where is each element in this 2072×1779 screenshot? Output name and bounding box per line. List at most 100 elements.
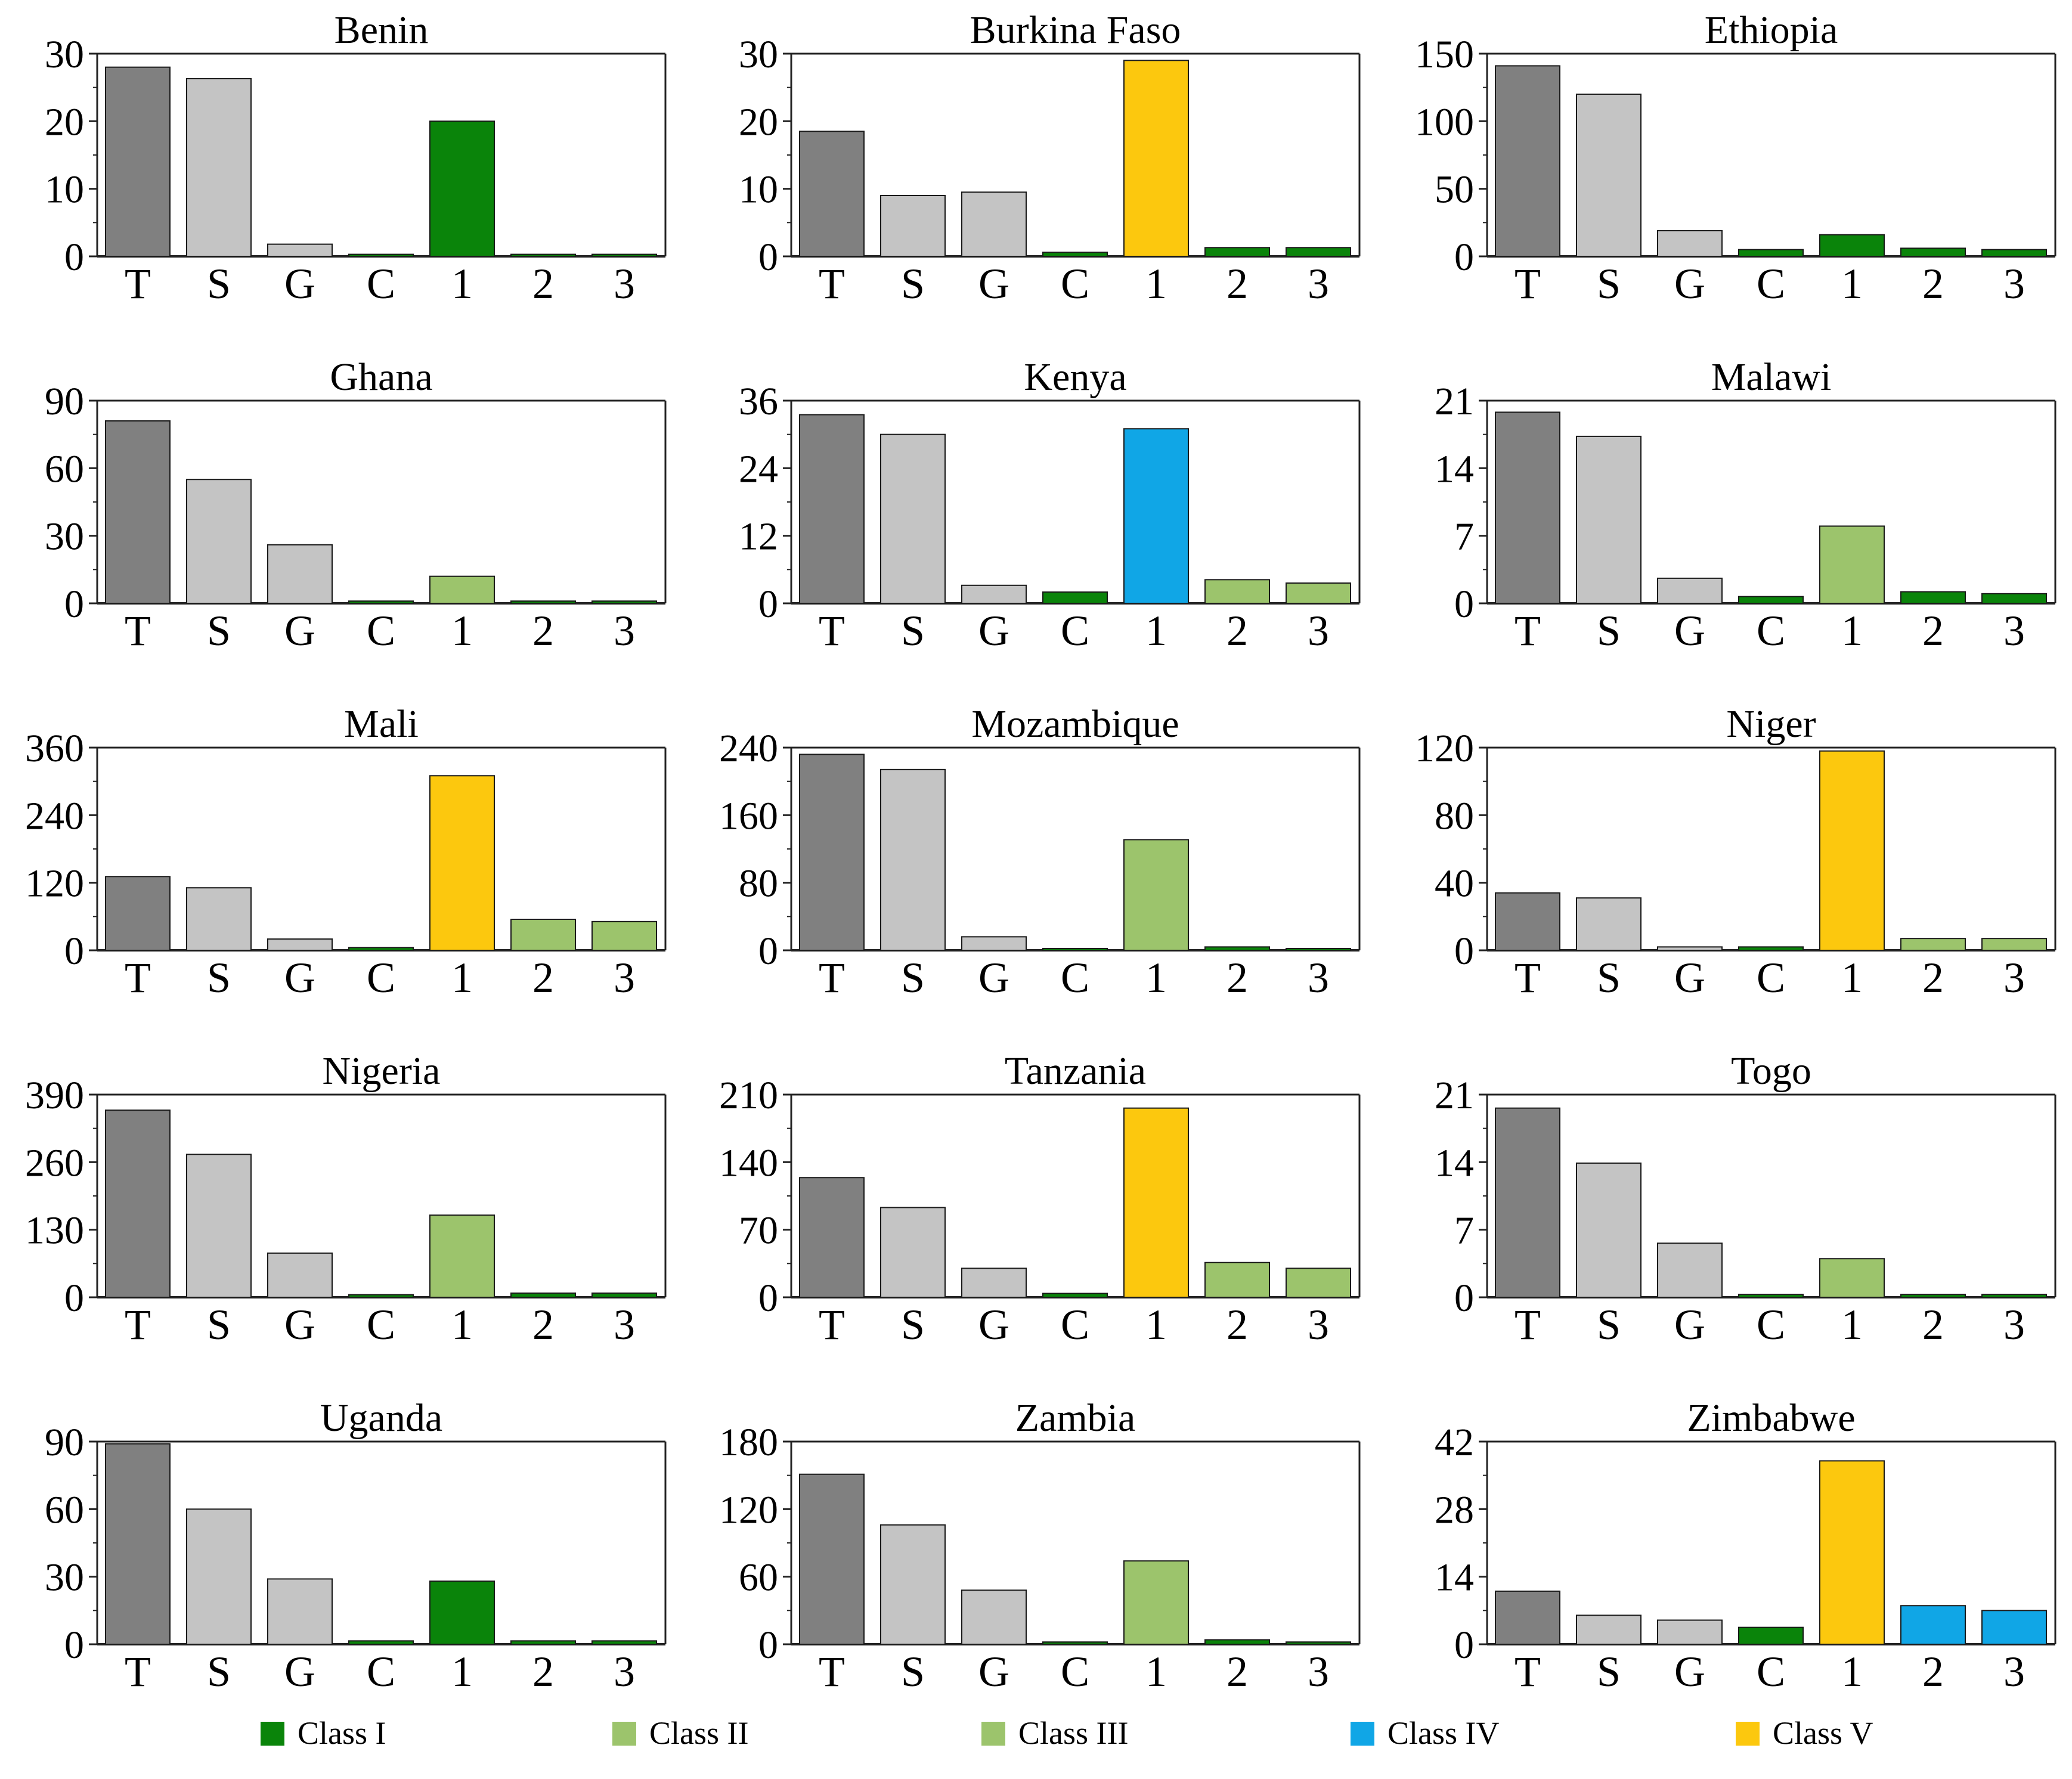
y-tick-label: 21	[1435, 380, 1474, 423]
category-label: C	[367, 1648, 395, 1696]
y-tick-label: 14	[1435, 447, 1474, 491]
bar-benin-s	[186, 78, 252, 258]
category-label: G	[978, 607, 1009, 655]
y-tick-label: 180	[719, 1421, 778, 1464]
bar-tanzania-3	[1286, 1267, 1351, 1298]
category-label: 1	[451, 1648, 473, 1696]
y-tick-label: 42	[1435, 1421, 1474, 1464]
bar-ethiopia-2	[1900, 247, 1966, 257]
category-label: 3	[1308, 260, 1329, 308]
panel-title: Tanzania	[1005, 1049, 1146, 1093]
category-label: 3	[2003, 1648, 2025, 1696]
y-tick-label: 28	[1435, 1488, 1474, 1532]
category-label: S	[1597, 607, 1621, 655]
category-label: G	[284, 260, 315, 308]
y-tick-label: 360	[25, 727, 84, 770]
category-label: T	[819, 607, 845, 655]
y-tick-label: 120	[719, 1488, 778, 1532]
bar-uganda-g	[267, 1578, 333, 1645]
bar-kenya-c	[1042, 591, 1108, 604]
bar-zimbabwe-c	[1738, 1626, 1804, 1645]
category-label: 3	[614, 954, 635, 1002]
y-tick-label: 160	[719, 794, 778, 838]
category-label: 1	[1145, 260, 1167, 308]
legend-label: Class IV	[1387, 1715, 1500, 1751]
category-label: 2	[1227, 1301, 1248, 1349]
category-label: G	[978, 1301, 1009, 1349]
y-tick-label: 30	[45, 1556, 84, 1600]
panel-zimbabwe: Zimbabwe 0 14 28 42 T S G C 1 2 3	[1435, 1396, 2056, 1696]
bar-mali-s	[186, 887, 252, 951]
category-label: 3	[614, 1301, 635, 1349]
y-tick-label: 12	[739, 515, 778, 559]
bar-kenya-g	[961, 584, 1027, 604]
y-tick-label: 0	[1454, 929, 1474, 973]
panel-burkina-faso: Burkina Faso 0 10 20 30 T S G C 1 2 3	[739, 8, 1361, 308]
legend-item-class-iii: Class III	[981, 1715, 1128, 1751]
category-label: S	[1597, 260, 1621, 308]
bar-ghana-g	[267, 544, 333, 604]
legend-item-class-v: Class V	[1736, 1715, 1873, 1751]
bar-nigeria-g	[267, 1252, 333, 1298]
category-label: G	[1674, 607, 1705, 655]
bar-mali-c	[348, 947, 414, 952]
category-label: S	[901, 954, 925, 1002]
panel-malawi: Malawi 0 7 14 21 T S G C 1 2 3	[1435, 355, 2056, 655]
bar-mozambique-c	[1042, 948, 1108, 951]
category-label: 3	[2003, 954, 2025, 1002]
bar-malawi-s	[1576, 435, 1642, 605]
panel-title: Zimbabwe	[1687, 1396, 1855, 1440]
category-label: C	[1061, 1301, 1089, 1349]
category-label: S	[1597, 954, 1621, 1002]
bar-ethiopia-c	[1738, 249, 1804, 257]
legend-label: Class II	[649, 1715, 748, 1751]
category-label: C	[367, 1301, 395, 1349]
category-label: S	[901, 1301, 925, 1349]
bar-nigeria-s	[186, 1154, 252, 1298]
category-label: G	[978, 260, 1009, 308]
bar-togo-c	[1738, 1294, 1804, 1298]
bar-zimbabwe-s	[1576, 1614, 1642, 1645]
panel-title: Malawi	[1711, 355, 1832, 399]
category-label: 3	[614, 607, 635, 655]
bar-zambia-2	[1204, 1639, 1270, 1645]
y-tick-label: 14	[1435, 1141, 1474, 1185]
panel-title: Burkina Faso	[970, 8, 1181, 52]
y-tick-label: 60	[45, 447, 84, 491]
bar-ghana-c	[348, 600, 414, 605]
bar-niger-t	[1495, 892, 1560, 951]
panel-mozambique: Mozambique 0 80 160 240 T S G C 1 2 3	[719, 702, 1361, 1002]
category-label: C	[367, 954, 395, 1002]
category-label: T	[819, 260, 845, 308]
legend-label: Class V	[1773, 1715, 1873, 1751]
bar-benin-g	[267, 243, 333, 258]
category-label: C	[367, 260, 395, 308]
category-label: S	[207, 1301, 231, 1349]
category-label: S	[207, 954, 231, 1002]
panel-ghana: Ghana 0 30 60 90 T S G C 1 2 3	[45, 355, 667, 655]
bar-zimbabwe-g	[1657, 1619, 1723, 1645]
category-label: G	[978, 1648, 1009, 1696]
panel-mali: Mali 0 120 240 360 T S G C 1 2 3	[25, 702, 667, 1002]
bar-burkina-faso-3	[1286, 247, 1351, 257]
y-tick-label: 30	[739, 33, 778, 76]
bar-ghana-t	[105, 420, 171, 604]
legend-label: Class III	[1018, 1715, 1128, 1751]
category-label: C	[1061, 1648, 1089, 1696]
category-label: 2	[1922, 954, 1944, 1002]
y-tick-label: 70	[739, 1209, 778, 1253]
y-tick-label: 0	[64, 1623, 84, 1667]
category-label: 1	[451, 260, 473, 308]
y-tick-label: 50	[1435, 168, 1474, 212]
category-label: 2	[1922, 1301, 1944, 1349]
category-label: S	[901, 260, 925, 308]
bar-mali-g	[267, 938, 333, 951]
category-label: T	[125, 1648, 151, 1696]
y-tick-label: 0	[64, 582, 84, 626]
category-label: 2	[532, 1648, 554, 1696]
legend-swatch	[1351, 1722, 1374, 1746]
y-tick-label: 7	[1454, 1209, 1474, 1253]
bar-niger-2	[1900, 938, 1966, 951]
category-label: 3	[614, 260, 635, 308]
